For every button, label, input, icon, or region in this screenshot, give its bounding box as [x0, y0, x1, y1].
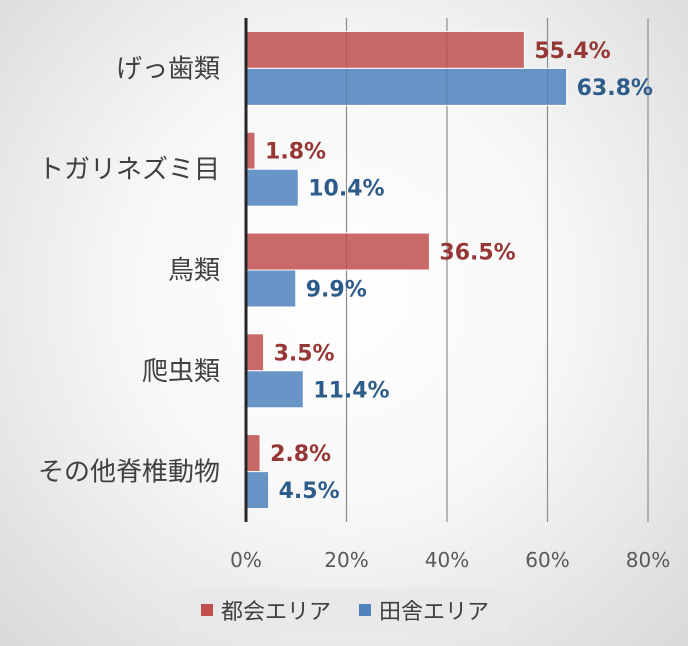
- bars: [245, 30, 568, 510]
- legend: 都会エリア 田舎エリア: [180, 588, 510, 632]
- bar-rural: [245, 168, 299, 207]
- data-label: 63.8%: [577, 76, 653, 101]
- bar-urban: [245, 333, 265, 372]
- data-label: 3.5%: [274, 341, 335, 366]
- x-tick-label: 0%: [230, 548, 262, 572]
- data-label: 55.4%: [534, 39, 610, 64]
- category-label: 鳥類: [168, 256, 220, 286]
- category-label: その他脊椎動物: [38, 458, 220, 488]
- x-tick-label: 60%: [525, 548, 569, 572]
- legend-item-rural: 田舎エリア: [359, 594, 489, 626]
- data-label: 9.9%: [306, 278, 367, 303]
- data-label: 2.8%: [270, 442, 331, 467]
- data-label: 11.4%: [313, 378, 389, 403]
- value-labels: 55.4% 63.8% 1.8% 10.4% 36.5% 9.9% 3.5% 11.4% 2.8…: [265, 39, 653, 504]
- bar-rural: [245, 471, 270, 510]
- data-label: 4.5%: [279, 479, 340, 504]
- legend-swatch-urban: [200, 604, 213, 616]
- data-label: 10.4%: [308, 177, 384, 202]
- legend-swatch-rural: [359, 604, 371, 616]
- category-label: トガリネズミ目: [38, 155, 220, 185]
- data-label: 1.8%: [265, 140, 326, 165]
- legend-item-urban: 都会エリア: [200, 594, 331, 626]
- category-label: 爬虫類: [142, 357, 220, 387]
- data-label: 36.5%: [439, 241, 515, 266]
- category-label: げっ歯類: [116, 54, 220, 84]
- bar-urban: [245, 232, 430, 271]
- x-tick-label: 40%: [425, 548, 469, 572]
- x-tick-labels: 0% 20% 40% 60% 80%: [230, 548, 670, 572]
- bar-rural: [245, 67, 568, 106]
- x-tick-label: 80%: [626, 548, 670, 572]
- bar-urban: [245, 30, 525, 69]
- bar-rural: [245, 269, 297, 308]
- x-tick-label: 20%: [324, 548, 368, 572]
- bar-rural: [245, 370, 304, 409]
- legend-label-rural: 田舎エリア: [379, 600, 490, 625]
- legend-label-urban: 都会エリア: [220, 600, 331, 625]
- bar-urban: [245, 434, 261, 473]
